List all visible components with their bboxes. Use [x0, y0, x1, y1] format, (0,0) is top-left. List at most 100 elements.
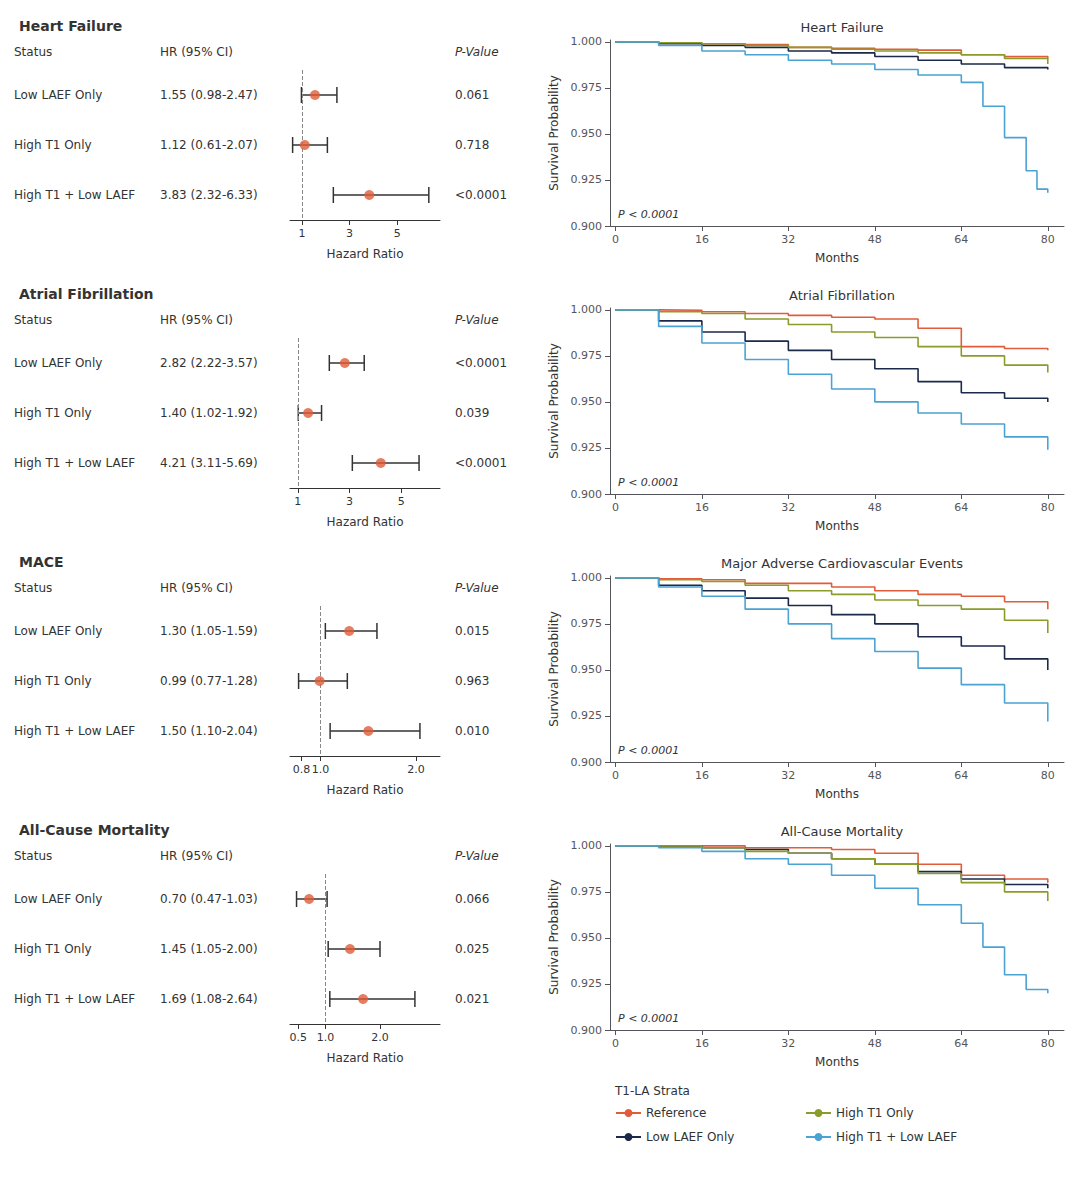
svg-text:4.21 (3.11-5.69): 4.21 (3.11-5.69): [160, 456, 258, 470]
svg-text:0.039: 0.039: [455, 406, 489, 420]
svg-text:0.015: 0.015: [455, 624, 489, 638]
svg-text:0: 0: [612, 769, 619, 782]
svg-text:T1-LA Strata: T1-LA Strata: [614, 1084, 690, 1098]
svg-text:Status: Status: [14, 45, 52, 59]
svg-text:0.8: 0.8: [293, 763, 311, 776]
svg-text:P-Value: P-Value: [455, 849, 499, 863]
svg-text:Hazard Ratio: Hazard Ratio: [327, 783, 404, 797]
svg-text:1.40 (1.02-1.92): 1.40 (1.02-1.92): [160, 406, 258, 420]
svg-text:High T1 + Low LAEF: High T1 + Low LAEF: [836, 1130, 957, 1144]
svg-text:Low LAEF Only: Low LAEF Only: [646, 1130, 734, 1144]
svg-text:Low LAEF Only: Low LAEF Only: [14, 624, 102, 638]
svg-text:0.925: 0.925: [571, 441, 603, 454]
svg-text:HR (95% CI): HR (95% CI): [160, 45, 233, 59]
svg-text:1.12 (0.61-2.07): 1.12 (0.61-2.07): [160, 138, 258, 152]
svg-text:16: 16: [695, 1037, 709, 1050]
svg-text:0.925: 0.925: [571, 173, 603, 186]
svg-text:1.55 (0.98-2.47): 1.55 (0.98-2.47): [160, 88, 258, 102]
svg-text:Low LAEF Only: Low LAEF Only: [14, 892, 102, 906]
svg-text:32: 32: [781, 233, 795, 246]
svg-text:Status: Status: [14, 849, 52, 863]
svg-text:<0.0001: <0.0001: [455, 188, 507, 202]
svg-text:80: 80: [1041, 233, 1055, 246]
svg-text:Months: Months: [815, 1055, 859, 1069]
svg-text:80: 80: [1041, 1037, 1055, 1050]
svg-text:16: 16: [695, 233, 709, 246]
svg-text:Low LAEF Only: Low LAEF Only: [14, 356, 102, 370]
svg-text:High T1 Only: High T1 Only: [14, 942, 92, 956]
svg-text:P < 0.0001: P < 0.0001: [618, 208, 679, 221]
svg-text:0.925: 0.925: [571, 709, 603, 722]
svg-text:48: 48: [868, 1037, 882, 1050]
svg-text:0.99 (0.77-1.28): 0.99 (0.77-1.28): [160, 674, 258, 688]
svg-text:0.900: 0.900: [571, 1024, 603, 1037]
svg-text:P < 0.0001: P < 0.0001: [618, 1012, 679, 1025]
svg-text:48: 48: [868, 769, 882, 782]
svg-text:P < 0.0001: P < 0.0001: [618, 744, 679, 757]
svg-text:2.0: 2.0: [371, 1031, 389, 1044]
svg-text:Heart Failure: Heart Failure: [19, 18, 122, 34]
svg-text:0.061: 0.061: [455, 88, 489, 102]
svg-text:1.000: 1.000: [571, 839, 603, 852]
svg-text:Atrial Fibrillation: Atrial Fibrillation: [789, 288, 895, 303]
svg-text:3: 3: [346, 495, 353, 508]
svg-text:1.0: 1.0: [317, 1031, 335, 1044]
svg-text:High T1 Only: High T1 Only: [14, 406, 92, 420]
svg-text:0.066: 0.066: [455, 892, 489, 906]
svg-text:Hazard Ratio: Hazard Ratio: [327, 247, 404, 261]
svg-text:1.000: 1.000: [571, 571, 603, 584]
svg-text:0.010: 0.010: [455, 724, 489, 738]
svg-text:1.000: 1.000: [571, 35, 603, 48]
svg-text:HR (95% CI): HR (95% CI): [160, 849, 233, 863]
svg-text:P-Value: P-Value: [455, 313, 499, 327]
svg-text:High T1 Only: High T1 Only: [836, 1106, 914, 1120]
svg-text:64: 64: [954, 501, 968, 514]
svg-text:Survival Probability: Survival Probability: [547, 75, 561, 191]
svg-text:Survival Probability: Survival Probability: [547, 879, 561, 995]
svg-text:0.975: 0.975: [571, 885, 603, 898]
svg-text:HR (95% CI): HR (95% CI): [160, 313, 233, 327]
svg-text:1.30 (1.05-1.59): 1.30 (1.05-1.59): [160, 624, 258, 638]
svg-text:5: 5: [398, 495, 405, 508]
svg-text:Major Adverse Cardiovascular E: Major Adverse Cardiovascular Events: [721, 556, 963, 571]
svg-text:1.45 (1.05-2.00): 1.45 (1.05-2.00): [160, 942, 258, 956]
svg-text:0: 0: [612, 1037, 619, 1050]
svg-text:64: 64: [954, 233, 968, 246]
svg-text:80: 80: [1041, 501, 1055, 514]
svg-text:P-Value: P-Value: [455, 45, 499, 59]
svg-text:0.950: 0.950: [571, 931, 603, 944]
svg-text:All-Cause Mortality: All-Cause Mortality: [781, 824, 904, 839]
svg-text:3: 3: [346, 227, 353, 240]
svg-text:0.925: 0.925: [571, 977, 603, 990]
svg-text:Hazard Ratio: Hazard Ratio: [327, 1051, 404, 1065]
svg-text:0.950: 0.950: [571, 395, 603, 408]
svg-text:HR (95% CI): HR (95% CI): [160, 581, 233, 595]
svg-text:Status: Status: [14, 313, 52, 327]
svg-text:Survival Probability: Survival Probability: [547, 343, 561, 459]
svg-text:Reference: Reference: [646, 1106, 706, 1120]
svg-text:0.025: 0.025: [455, 942, 489, 956]
svg-text:P < 0.0001: P < 0.0001: [618, 476, 679, 489]
svg-text:1: 1: [298, 227, 305, 240]
svg-text:All-Cause Mortality: All-Cause Mortality: [19, 822, 170, 838]
svg-text:32: 32: [781, 1037, 795, 1050]
svg-text:Atrial Fibrillation: Atrial Fibrillation: [19, 286, 154, 302]
svg-text:High T1 Only: High T1 Only: [14, 138, 92, 152]
svg-text:High T1 + Low LAEF: High T1 + Low LAEF: [14, 992, 135, 1006]
svg-text:P-Value: P-Value: [455, 581, 499, 595]
svg-text:16: 16: [695, 769, 709, 782]
svg-text:0.950: 0.950: [571, 127, 603, 140]
svg-text:5: 5: [394, 227, 401, 240]
svg-text:Survival Probability: Survival Probability: [547, 611, 561, 727]
svg-text:32: 32: [781, 501, 795, 514]
svg-text:Months: Months: [815, 251, 859, 265]
svg-text:0.900: 0.900: [571, 488, 603, 501]
svg-text:<0.0001: <0.0001: [455, 356, 507, 370]
svg-text:64: 64: [954, 1037, 968, 1050]
svg-text:MACE: MACE: [19, 554, 64, 570]
svg-text:Status: Status: [14, 581, 52, 595]
svg-text:Heart Failure: Heart Failure: [800, 20, 883, 35]
svg-text:0: 0: [612, 501, 619, 514]
svg-text:2.0: 2.0: [407, 763, 425, 776]
svg-text:1.000: 1.000: [571, 303, 603, 316]
